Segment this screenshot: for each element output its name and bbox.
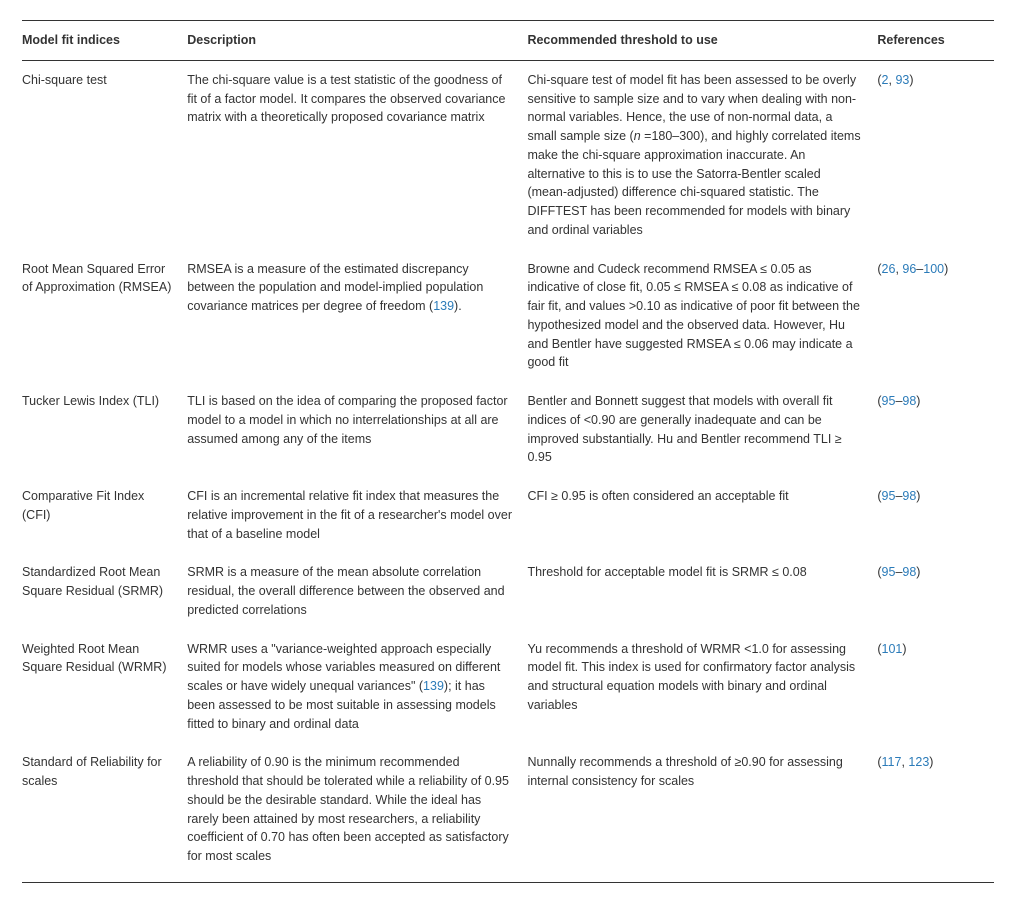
table-header-row: Model fit indices Description Recommende… <box>22 21 994 61</box>
citation-ref[interactable]: 117 <box>882 755 902 769</box>
cell-references: (2, 93) <box>877 60 994 249</box>
table-row: Standard of Reliability for scalesA reli… <box>22 743 994 882</box>
cell-index: Chi-square test <box>22 60 187 249</box>
citation-ref[interactable]: 98 <box>902 394 916 408</box>
cell-threshold: Yu recommends a threshold of WRMR <1.0 f… <box>527 630 877 744</box>
col-header-description: Description <box>187 21 527 61</box>
cell-description: The chi-square value is a test statistic… <box>187 60 527 249</box>
cell-index: Comparative Fit Index (CFI) <box>22 477 187 553</box>
citation-ref[interactable]: 98 <box>902 565 916 579</box>
table-row: Weighted Root Mean Square Residual (WRMR… <box>22 630 994 744</box>
citation-ref[interactable]: 95 <box>882 394 896 408</box>
cell-description: RMSEA is a measure of the estimated disc… <box>187 250 527 383</box>
table-row: Chi-square testThe chi-square value is a… <box>22 60 994 249</box>
citation-ref[interactable]: 96 <box>902 262 916 276</box>
cell-references: (95–98) <box>877 382 994 477</box>
cell-references: (26, 96–100) <box>877 250 994 383</box>
table-row: Comparative Fit Index (CFI)CFI is an inc… <box>22 477 994 553</box>
cell-references: (117, 123) <box>877 743 994 882</box>
cell-index: Weighted Root Mean Square Residual (WRMR… <box>22 630 187 744</box>
cell-description: WRMR uses a "variance-weighted approach … <box>187 630 527 744</box>
table-row: Root Mean Squared Error of Approximation… <box>22 250 994 383</box>
cell-index: Standard of Reliability for scales <box>22 743 187 882</box>
cell-description: SRMR is a measure of the mean absolute c… <box>187 553 527 629</box>
citation-ref[interactable]: 95 <box>882 565 896 579</box>
cell-index: Standardized Root Mean Square Residual (… <box>22 553 187 629</box>
col-header-index: Model fit indices <box>22 21 187 61</box>
cell-threshold: Browne and Cudeck recommend RMSEA ≤ 0.05… <box>527 250 877 383</box>
cell-description: CFI is an incremental relative fit index… <box>187 477 527 553</box>
citation-ref[interactable]: 93 <box>895 73 909 87</box>
cell-threshold: CFI ≥ 0.95 is often considered an accept… <box>527 477 877 553</box>
cell-threshold: Chi-square test of model fit has been as… <box>527 60 877 249</box>
cell-index: Tucker Lewis Index (TLI) <box>22 382 187 477</box>
cell-threshold: Threshold for acceptable model fit is SR… <box>527 553 877 629</box>
table-body: Chi-square testThe chi-square value is a… <box>22 60 994 882</box>
citation-ref[interactable]: 98 <box>902 489 916 503</box>
cell-index: Root Mean Squared Error of Approximation… <box>22 250 187 383</box>
col-header-threshold: Recommended threshold to use <box>527 21 877 61</box>
cell-references: (95–98) <box>877 553 994 629</box>
cell-description: TLI is based on the idea of comparing th… <box>187 382 527 477</box>
col-header-references: References <box>877 21 994 61</box>
citation-ref[interactable]: 139 <box>423 679 444 693</box>
table-row: Tucker Lewis Index (TLI)TLI is based on … <box>22 382 994 477</box>
citation-ref[interactable]: 26 <box>882 262 896 276</box>
citation-ref[interactable]: 139 <box>433 299 454 313</box>
table-row: Standardized Root Mean Square Residual (… <box>22 553 994 629</box>
cell-references: (95–98) <box>877 477 994 553</box>
cell-threshold: Bentler and Bonnett suggest that models … <box>527 382 877 477</box>
citation-ref[interactable]: 95 <box>882 489 896 503</box>
citation-ref[interactable]: 101 <box>882 642 903 656</box>
cell-references: (101) <box>877 630 994 744</box>
cell-threshold: Nunnally recommends a threshold of ≥0.90… <box>527 743 877 882</box>
citation-ref[interactable]: 100 <box>923 262 944 276</box>
citation-ref[interactable]: 123 <box>908 755 929 769</box>
cell-description: A reliability of 0.90 is the minimum rec… <box>187 743 527 882</box>
fit-indices-table: Model fit indices Description Recommende… <box>22 20 994 883</box>
